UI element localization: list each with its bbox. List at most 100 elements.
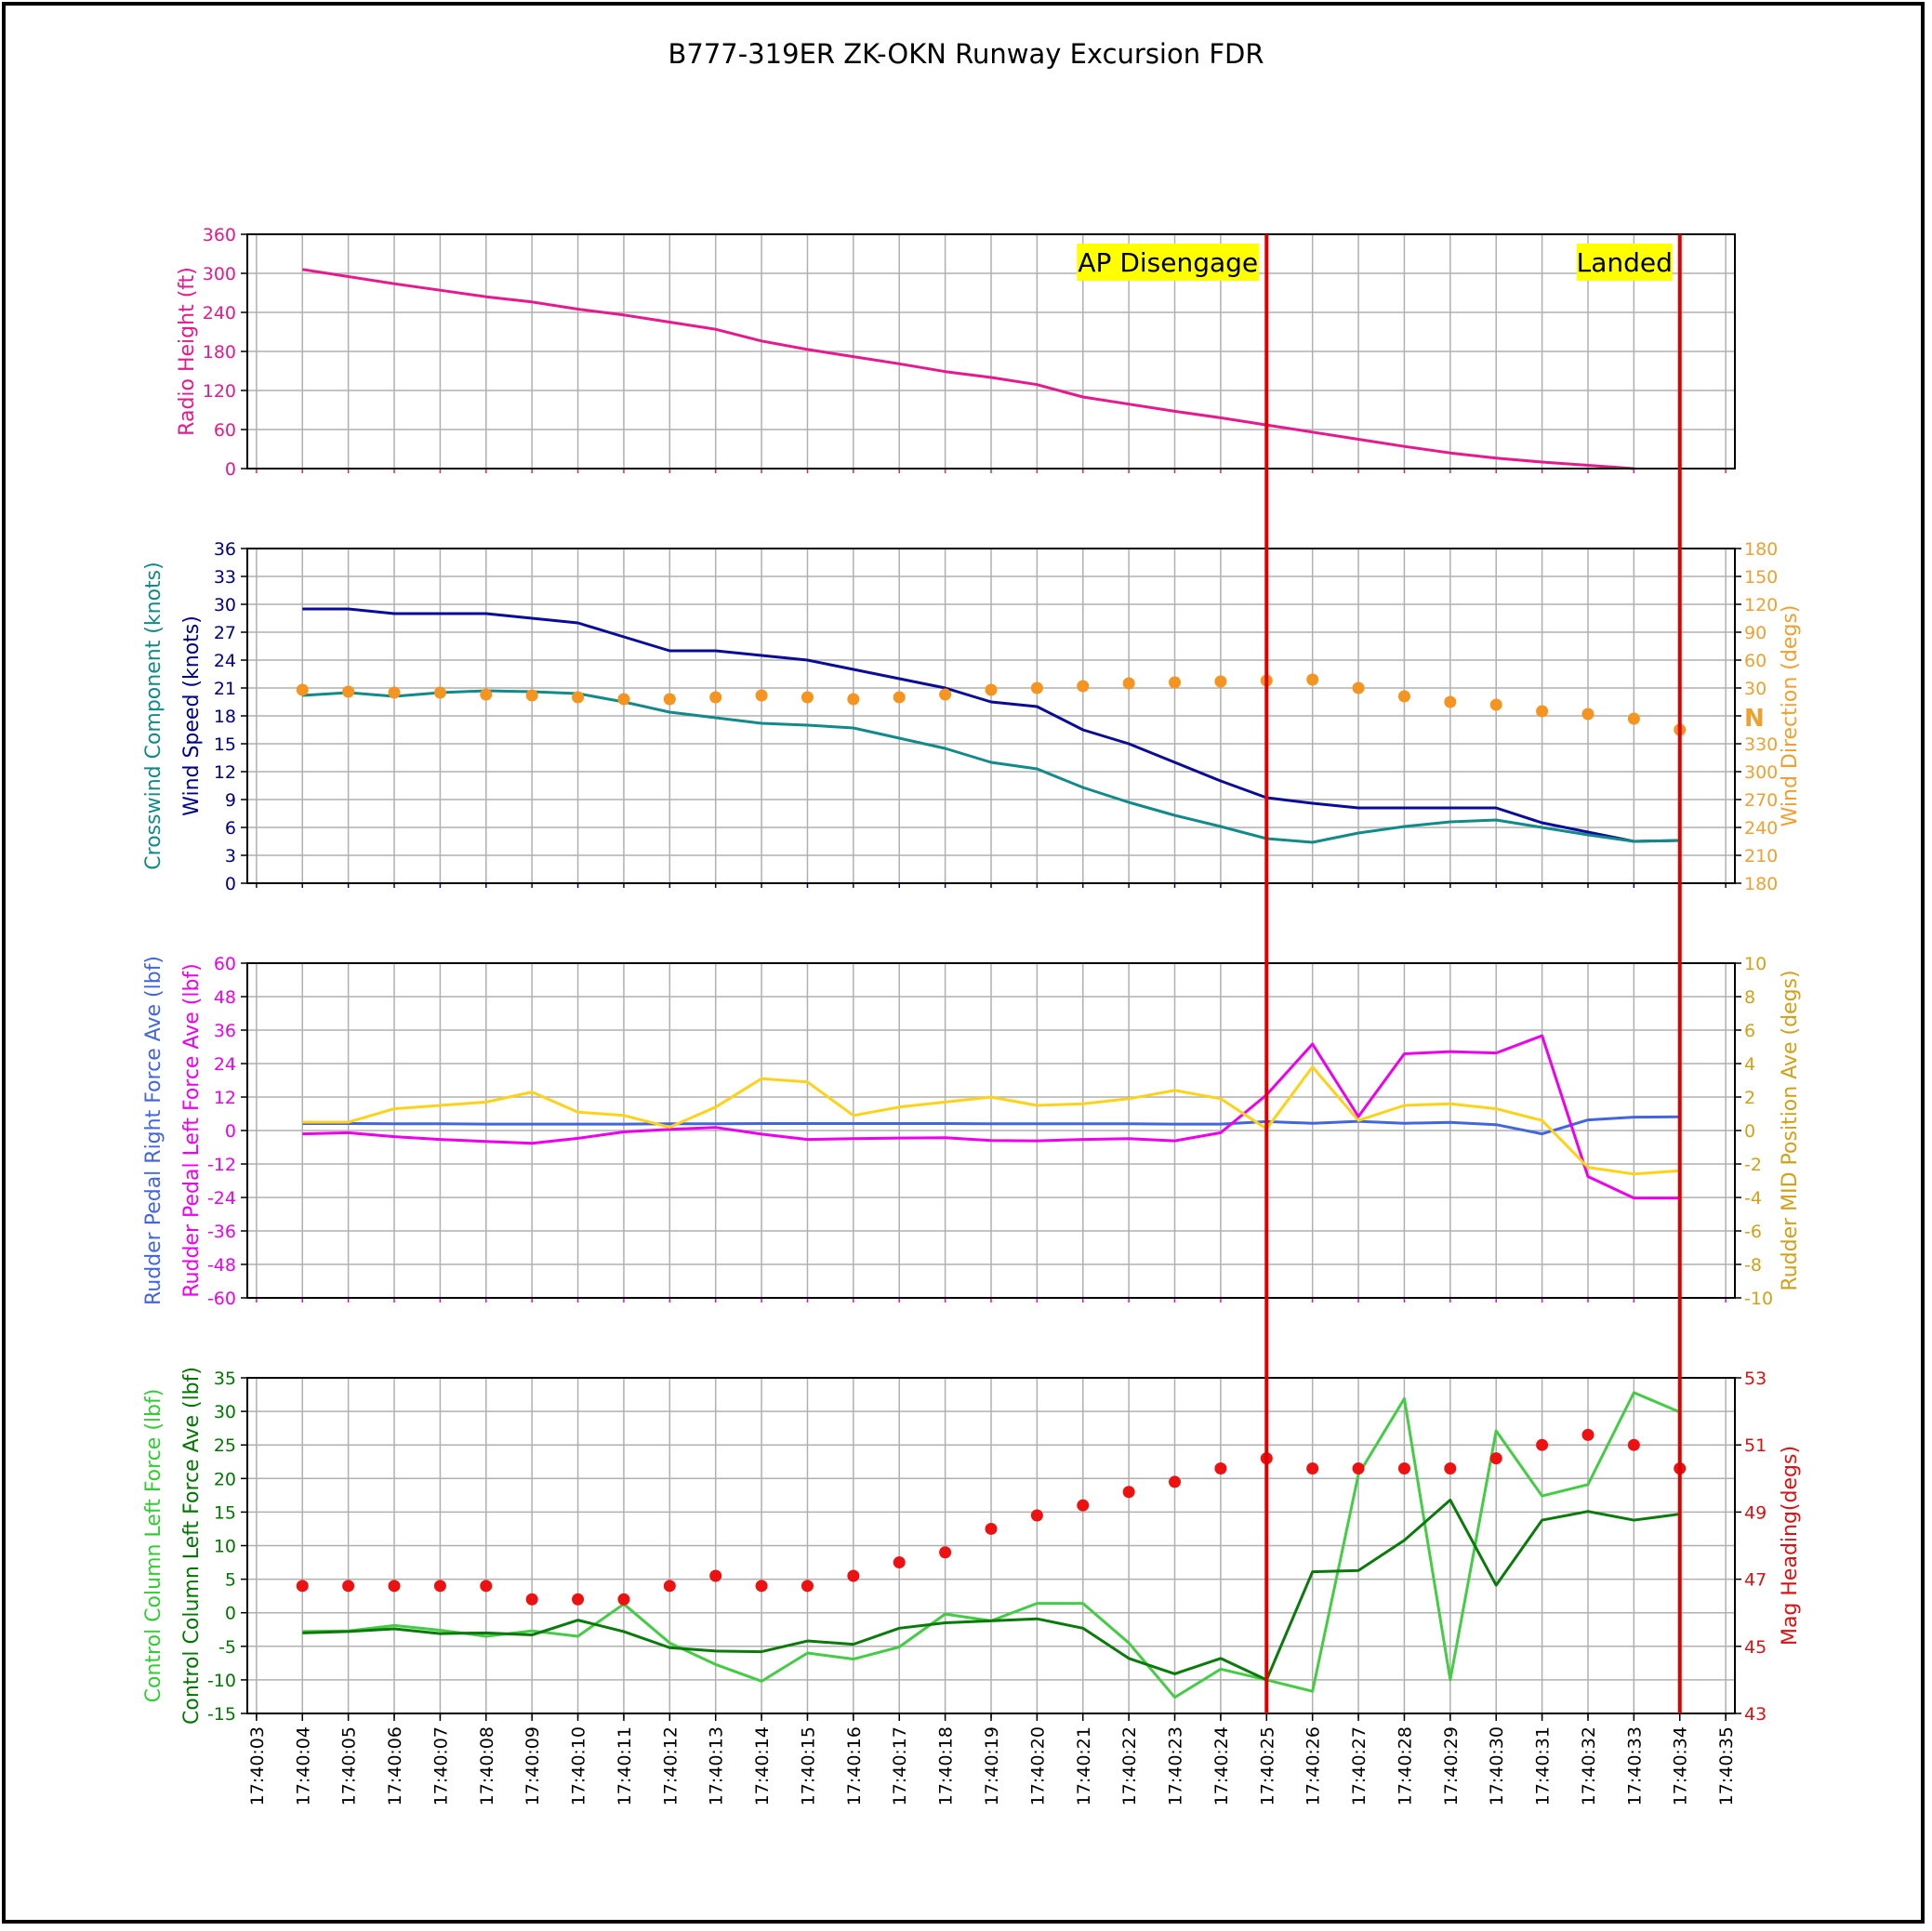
- data-point: [296, 1580, 309, 1593]
- y-tick-label: 120: [203, 381, 236, 402]
- y-tick-label: 33: [214, 567, 236, 588]
- y-tick-label: -12: [207, 1155, 236, 1175]
- data-point: [1122, 1486, 1135, 1499]
- y2-tick-label: 53: [1744, 1369, 1767, 1389]
- data-point: [801, 1580, 814, 1593]
- y2-tick-label: -8: [1744, 1255, 1762, 1276]
- data-point: [847, 1569, 860, 1582]
- data-point: [1397, 1461, 1410, 1475]
- y2-tick-label: 51: [1744, 1435, 1767, 1456]
- event-label-box: [1576, 244, 1673, 281]
- data-point: [525, 689, 538, 702]
- data-point: [939, 688, 952, 701]
- plot-frame: [246, 548, 1736, 884]
- event-markers: AP Disengage Landed: [1077, 234, 1682, 1713]
- x-tick-label: 17:40:11: [615, 1726, 635, 1805]
- x-tick-label: 17:40:17: [890, 1726, 910, 1805]
- y-axis-label-secondary: Control Column Left Force (lbf): [142, 1389, 165, 1703]
- y-tick-label: 24: [214, 1054, 236, 1075]
- y2-tick-label: 120: [1744, 595, 1778, 615]
- y2-tick-label: 4: [1744, 1054, 1755, 1075]
- data-point: [755, 689, 768, 702]
- y-tick-label: 35: [214, 1369, 236, 1389]
- y-tick-label: 30: [214, 595, 236, 615]
- y2-tick-label: 47: [1744, 1570, 1767, 1591]
- y-tick-label: 20: [214, 1469, 236, 1489]
- data-point: [342, 1580, 355, 1593]
- x-tick-label: 17:40:10: [569, 1726, 589, 1805]
- data-point: [985, 683, 998, 696]
- y-tick-label: 30: [214, 1402, 236, 1422]
- x-tick-label: 17:40:23: [1166, 1726, 1186, 1805]
- data-point: [847, 693, 860, 706]
- data-point: [663, 693, 676, 706]
- y-tick-label: -10: [207, 1671, 236, 1691]
- y-tick-label: 5: [225, 1570, 236, 1591]
- y2-tick-label: -4: [1744, 1188, 1762, 1209]
- y-tick-label: -24: [207, 1188, 236, 1209]
- data-point: [1306, 673, 1319, 686]
- y-tick-label: 0: [225, 459, 236, 480]
- data-point: [480, 1580, 493, 1593]
- x-tick-label: 17:40:19: [982, 1726, 1002, 1805]
- y-tick-label: 9: [225, 790, 236, 811]
- y-tick-label: 12: [214, 1088, 236, 1108]
- y-tick-label: 36: [214, 1021, 236, 1041]
- y-tick-label: 21: [214, 679, 236, 699]
- event-label: Landed: [1577, 247, 1673, 278]
- y2-tick-label: 43: [1744, 1704, 1767, 1725]
- x-tick-label: 17:40:18: [936, 1726, 957, 1805]
- data-point: [617, 1593, 630, 1606]
- y2-tick-label: -10: [1744, 1289, 1773, 1309]
- y2-tick-label: 180: [1744, 874, 1778, 894]
- series-line-0: [302, 1115, 1680, 1136]
- y-tick-label: 360: [203, 225, 236, 245]
- data-point: [1169, 676, 1182, 689]
- y2-tick-label: -2: [1744, 1155, 1762, 1175]
- y-axis-label-secondary: Rudder Pedal Right Force Ave (lbf): [142, 956, 165, 1305]
- y-tick-label: -60: [207, 1289, 236, 1309]
- data-point: [617, 693, 630, 706]
- data-point: [1581, 708, 1595, 721]
- data-point: [296, 683, 309, 696]
- y-tick-label: 12: [214, 762, 236, 783]
- data-point: [1030, 681, 1043, 694]
- data-point: [893, 691, 906, 704]
- x-tick-label: 17:40:25: [1257, 1726, 1277, 1805]
- data-point: [1444, 1461, 1457, 1475]
- data-point: [1581, 1428, 1595, 1441]
- y2-tick-label: 45: [1744, 1637, 1767, 1658]
- data-point: [801, 691, 814, 704]
- x-tick-label: 17:40:06: [385, 1726, 405, 1805]
- data-point: [1077, 680, 1090, 693]
- y-tick-label: -36: [207, 1222, 236, 1242]
- data-point: [342, 685, 355, 698]
- x-tick-label: 17:40:20: [1027, 1726, 1048, 1805]
- y-tick-label: 0: [225, 874, 236, 894]
- y2-tick-label: 2: [1744, 1088, 1755, 1108]
- x-tick-label: 17:40:35: [1716, 1726, 1737, 1805]
- y-tick-label: 60: [214, 954, 236, 974]
- x-tick-label: 17:40:33: [1624, 1726, 1645, 1805]
- data-point: [1627, 1438, 1640, 1451]
- y-tick-label: 27: [214, 623, 236, 643]
- panel-control-column: -15 -10 -5 0 5 10 15 20 25 30 35 43 45 47 49 51 53 Contro…: [142, 1367, 1802, 1725]
- x-tick-label: 17:40:04: [293, 1726, 313, 1805]
- y-tick-label: -15: [207, 1704, 236, 1725]
- data-point: [1352, 681, 1365, 694]
- data-point: [1077, 1499, 1090, 1512]
- series-dots-2: [296, 1428, 1687, 1606]
- y-tick-label: 240: [203, 303, 236, 324]
- data-point: [663, 1580, 676, 1593]
- x-tick-label: 17:40:31: [1533, 1726, 1554, 1805]
- x-tick-label: 17:40:21: [1074, 1726, 1094, 1805]
- data-point: [1489, 698, 1502, 711]
- y2-tick-label: 49: [1744, 1502, 1767, 1523]
- data-point: [1352, 1461, 1365, 1475]
- data-point: [1489, 1452, 1502, 1465]
- y2-tick-label: 60: [1744, 651, 1767, 671]
- y2-tick-label: 210: [1744, 846, 1778, 866]
- y-tick-label: -5: [218, 1637, 236, 1658]
- data-point: [572, 691, 585, 704]
